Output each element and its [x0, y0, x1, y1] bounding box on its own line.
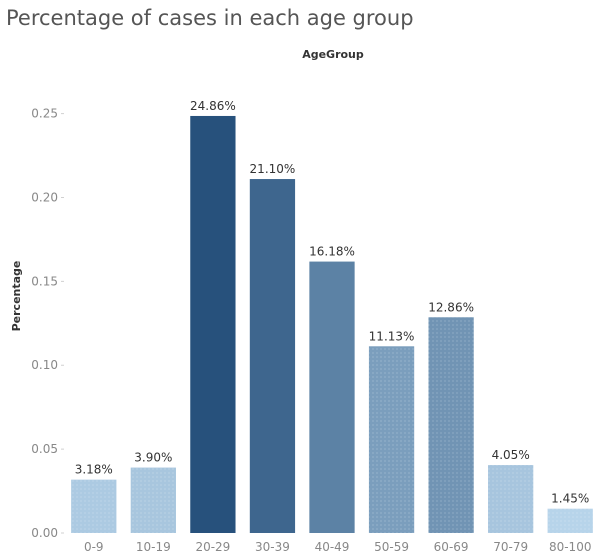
data-label: 11.13%: [369, 329, 415, 343]
bar-texture: [130, 467, 176, 533]
bar-texture: [368, 346, 415, 533]
data-label: 3.90%: [134, 451, 172, 465]
data-label: 12.86%: [428, 300, 474, 314]
data-label: 1.45%: [551, 492, 589, 506]
bar-texture: [547, 508, 593, 533]
bar-texture: [71, 479, 117, 533]
y-tick-label: 0.00: [31, 526, 58, 540]
x-tick-label: 50-59: [374, 540, 409, 554]
x-tick-label: 10-19: [136, 540, 171, 554]
data-label: 24.86%: [190, 99, 236, 113]
bar-texture: [428, 317, 474, 533]
bar-20-29: [190, 115, 236, 533]
y-tick-label: 0.05: [31, 442, 58, 456]
data-label: 4.05%: [492, 448, 530, 462]
x-tick-label: 0-9: [84, 540, 104, 554]
x-tick-label: 60-69: [434, 540, 469, 554]
chart-title: Percentage of cases in each age group: [6, 6, 414, 30]
bar-30-39: [249, 179, 296, 533]
data-label: 21.10%: [250, 162, 296, 176]
bars: 3.18% 3.90% 24.86% 21.10% 16.18% 11.13% 12.86%…: [71, 99, 593, 533]
x-axis-title: AgeGroup: [302, 48, 364, 61]
y-tick-label: 0.15: [31, 274, 58, 288]
x-tick-label: 80-100: [549, 540, 592, 554]
data-label: 16.18%: [309, 245, 355, 259]
y-tick-label: 0.25: [31, 107, 58, 121]
bar-40-49: [309, 261, 355, 533]
x-tick-label: 70-79: [493, 540, 528, 554]
bar-texture: [488, 465, 534, 533]
y-axis-ticks: 0.00 0.05 0.10 0.15 0.20 0.25: [31, 107, 64, 540]
x-axis-ticks: 0-9 10-19 20-29 30-39 40-49 50-59 60-69 70-79 80…: [84, 540, 592, 554]
y-tick-label: 0.20: [31, 190, 58, 204]
x-tick-label: 20-29: [195, 540, 230, 554]
y-axis-title: Percentage: [10, 261, 23, 332]
y-tick-label: 0.10: [31, 358, 58, 372]
x-tick-label: 30-39: [255, 540, 290, 554]
x-tick-label: 40-49: [315, 540, 350, 554]
data-label: 3.18%: [75, 463, 113, 477]
